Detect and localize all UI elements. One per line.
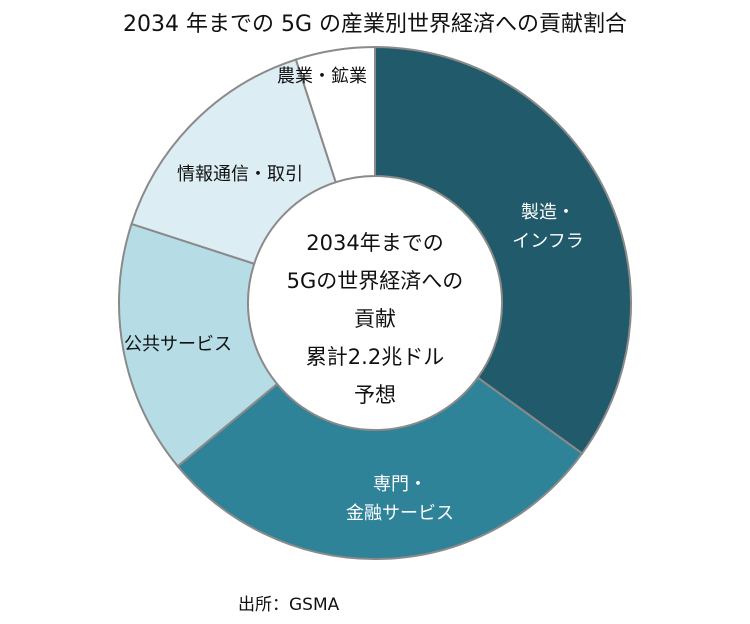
slice-2 [118, 222, 279, 468]
chart-title: 2034 年までの 5G の産業別世界経済への貢献割合 [122, 12, 627, 37]
slice-4 [294, 45, 376, 184]
slice-label-4: 農業・鉱業 [277, 66, 367, 87]
slice-1 [176, 376, 584, 560]
slice-3 [130, 58, 338, 266]
slice-label-1: 専門・金融サービス [346, 474, 454, 524]
slice-label-0: 製造・インフラ [512, 202, 583, 252]
source-note: 出所：GSMA [238, 595, 340, 615]
slice-label-3: 情報通信・取引 [177, 164, 303, 185]
slice-label-2: 公共サービス [124, 334, 232, 355]
slice-0 [374, 45, 632, 455]
center-text: 2034年までの 5Gの世界経済への貢献累計2.2兆ドル予想 [287, 231, 464, 407]
